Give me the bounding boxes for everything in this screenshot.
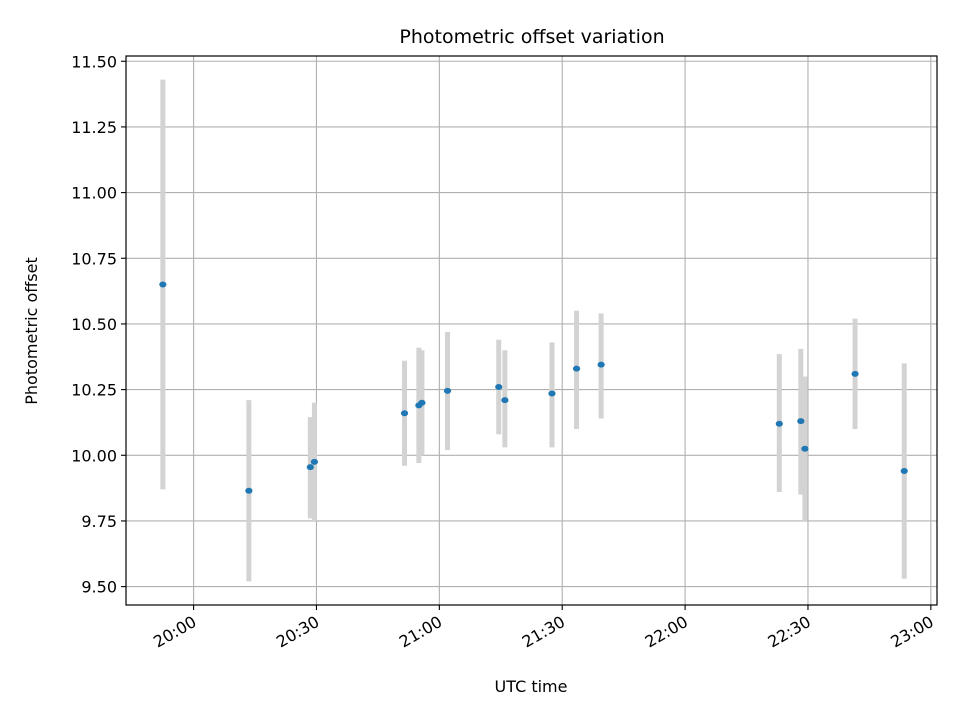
data-point: [418, 400, 425, 406]
y-axis-title: Photometric offset: [22, 257, 41, 405]
data-point: [501, 397, 508, 403]
data-point: [801, 446, 808, 452]
data-point: [307, 464, 314, 470]
data-point: [851, 371, 858, 377]
data-point: [598, 362, 605, 368]
y-tick-label: 9.75: [81, 512, 117, 531]
data-point: [901, 468, 908, 474]
y-tick-label: 9.50: [81, 578, 117, 597]
y-tick-label: 11.00: [71, 184, 117, 203]
data-point: [159, 282, 166, 288]
data-point: [797, 418, 804, 424]
chart: 20:00 20:30 21:00 21:30 22:00 22:30 23:00 9.50…: [0, 0, 960, 720]
y-tick-label: 10.00: [71, 446, 117, 465]
data-point: [245, 488, 252, 494]
chart-title: Photometric offset variation: [399, 26, 664, 48]
data-point: [548, 391, 555, 397]
data-point: [776, 421, 783, 427]
data-point: [573, 366, 580, 372]
y-tick-label: 10.75: [71, 249, 117, 268]
y-tick-label: 10.50: [71, 315, 117, 334]
x-axis-title: UTC time: [495, 677, 568, 696]
figure-background: [0, 0, 960, 720]
data-point: [444, 388, 451, 394]
data-point: [401, 410, 408, 416]
y-tick-label: 11.50: [71, 52, 117, 71]
data-point: [495, 384, 502, 390]
y-tick-label: 11.25: [71, 118, 117, 137]
y-tick-label: 10.25: [71, 381, 117, 400]
data-point: [311, 459, 318, 465]
